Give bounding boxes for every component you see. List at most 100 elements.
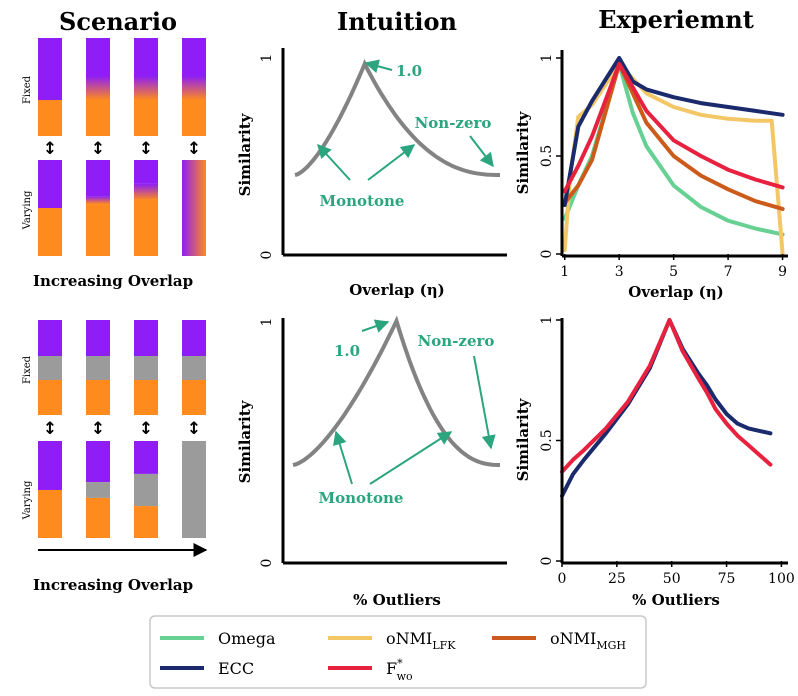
intuition-bottom-ylabel: Similarity (236, 399, 254, 483)
updown-arrow: ↕ (43, 419, 57, 439)
experiment-top-xlabel: Overlap (η) (628, 283, 723, 301)
varying-bar-orange (134, 199, 158, 256)
intuition-bottom-ytick-1: 1 (259, 318, 275, 327)
updown-arrow: ↕ (91, 419, 105, 439)
scenario-bottom: Fixed Varying ↕ ↕ ↕ ↕ Increasing Overlap (22, 320, 208, 594)
scenario-bottom-arrows: ↕ ↕ ↕ ↕ (43, 419, 201, 439)
experiment-bottom-ticks: 0 25 50 75 100 0 0.5 1 (539, 316, 795, 587)
varying-bar-outliers (86, 482, 110, 498)
varying-bar-outliers (134, 473, 158, 507)
series-line-f-wo (560, 318, 773, 474)
x-tick-label: 1 (560, 264, 569, 280)
scenario-top-bars (38, 38, 206, 256)
scenario-top-arrows: ↕ ↕ ↕ ↕ (43, 139, 201, 159)
y-tick-label: 1 (539, 54, 555, 63)
legend-box (149, 615, 647, 689)
intuition-top-ytick-0: 0 (259, 251, 275, 260)
legend-item-onmi-lfk: oNMILFK (328, 629, 456, 652)
legend-label: oNMILFK (386, 629, 456, 652)
fixed-bar-purple (86, 320, 110, 356)
series-line-ecc (562, 56, 785, 207)
updown-arrow: ↕ (139, 419, 153, 439)
legend-item-omega: Omega (160, 629, 276, 648)
fixed-bar-purple (38, 320, 62, 356)
fixed-bar-orange (38, 380, 62, 415)
x-tick-label: 50 (663, 571, 681, 587)
experiment-top-ticks: 1 3 5 7 9 0 0.5 1 (539, 54, 787, 280)
varying-bar-orange (38, 208, 62, 256)
fixed-label-top: Fixed (22, 75, 33, 104)
scenario-bottom-caption: Increasing Overlap (33, 576, 193, 594)
intuition-top-ylabel: Similarity (236, 112, 254, 196)
fixed-bar-purple (38, 38, 62, 100)
y-tick-label: 0 (539, 557, 555, 566)
legend-label: oNMIMGH (550, 629, 626, 652)
intuition-bottom-monotone-arrow-left (333, 430, 353, 485)
intuition-bottom-nonzero-arrow (473, 355, 496, 450)
experiment-bottom-ylabel: Similarity (514, 397, 532, 481)
series-line-ecc (560, 318, 773, 498)
experiment-top-ylabel: Similarity (514, 110, 532, 194)
fixed-bar-orange (86, 100, 110, 136)
varying-bar-all-outliers (182, 441, 206, 538)
experiment-title: Experiemnt (598, 5, 754, 34)
intuition-top-peak-label: 1.0 (396, 62, 422, 80)
legend-items: Omega oNMILFK oNMIMGH ECC F* wo (160, 629, 626, 683)
varying-bar-purple (86, 160, 110, 197)
fixed-bar-outliers (86, 356, 110, 380)
legend-item-ecc: ECC (160, 659, 254, 678)
fixed-bar-outliers (38, 356, 62, 380)
fixed-label-bottom: Fixed (22, 355, 33, 384)
fixed-bar-orange (134, 100, 158, 136)
experiment-bottom-series (560, 318, 773, 498)
intuition-top-monotone-arrow-left (317, 143, 351, 181)
experiment-bottom-xlabel: % Outliers (632, 591, 720, 609)
intuition-top-plot: 1 0 Similarity Overlap (η) 1.0 Non-zero … (236, 48, 507, 299)
varying-bar-purple (134, 160, 158, 184)
intuition-title: Intuition (337, 7, 457, 36)
varying-bar-orange (86, 497, 110, 538)
x-tick-label: 25 (608, 571, 626, 587)
intuition-bottom-peak-arrow (361, 319, 390, 333)
y-tick-label: 0.5 (539, 145, 555, 167)
intuition-bottom-peak-label: 1.0 (334, 342, 360, 360)
fixed-bar-overlap (134, 76, 158, 100)
x-tick-label: 7 (724, 264, 733, 280)
experiment-bottom-plot: 0 25 50 75 100 0 0.5 1 Similarity % Outliers (514, 316, 795, 609)
x-tick-label: 0 (558, 571, 567, 587)
fixed-bar-orange (38, 100, 62, 136)
varying-bar-full-overlap (182, 160, 206, 256)
fixed-bar-outliers (134, 356, 158, 380)
legend-label: F* wo (386, 657, 413, 683)
intuition-top-monotone-label: Monotone (320, 192, 405, 210)
intuition-top-xlabel: Overlap (η) (349, 281, 444, 299)
intuition-bottom-nonzero-label: Non-zero (418, 332, 495, 350)
varying-bar-purple (38, 441, 62, 490)
x-tick-label: 3 (615, 264, 624, 280)
x-tick-label: 9 (778, 264, 787, 280)
scenario-top: Fixed Varying ↕ ↕ ↕ ↕ Increasing Overlap (22, 38, 206, 290)
y-tick-label: 1 (539, 316, 555, 325)
legend-item-onmi-mgh: oNMIMGH (492, 629, 626, 652)
fixed-bar-outliers (182, 356, 206, 380)
experiment-top-series (562, 56, 785, 256)
scenario-top-caption: Increasing Overlap (33, 272, 193, 290)
legend-label: Omega (218, 629, 276, 648)
intuition-top-ytick-1: 1 (259, 54, 275, 63)
varying-bar-purple (134, 441, 158, 474)
intuition-bottom-monotone-arrow-right (369, 431, 453, 485)
y-tick-label: 0 (539, 250, 555, 259)
fixed-bar-orange (182, 100, 206, 136)
varying-bar-purple (86, 441, 110, 483)
intuition-top-nonzero-label: Non-zero (415, 114, 492, 132)
varying-bar-purple (38, 160, 62, 208)
varying-bar-overlap (86, 196, 110, 205)
varying-bar-orange (86, 204, 110, 256)
updown-arrow: ↕ (187, 419, 201, 439)
varying-label-top: Varying (22, 190, 33, 230)
legend: Omega oNMILFK oNMIMGH ECC F* wo (149, 615, 647, 689)
updown-arrow: ↕ (187, 139, 201, 159)
legend-item-f-wo: F* wo (328, 657, 413, 683)
scenario-title: Scenario (59, 7, 177, 36)
